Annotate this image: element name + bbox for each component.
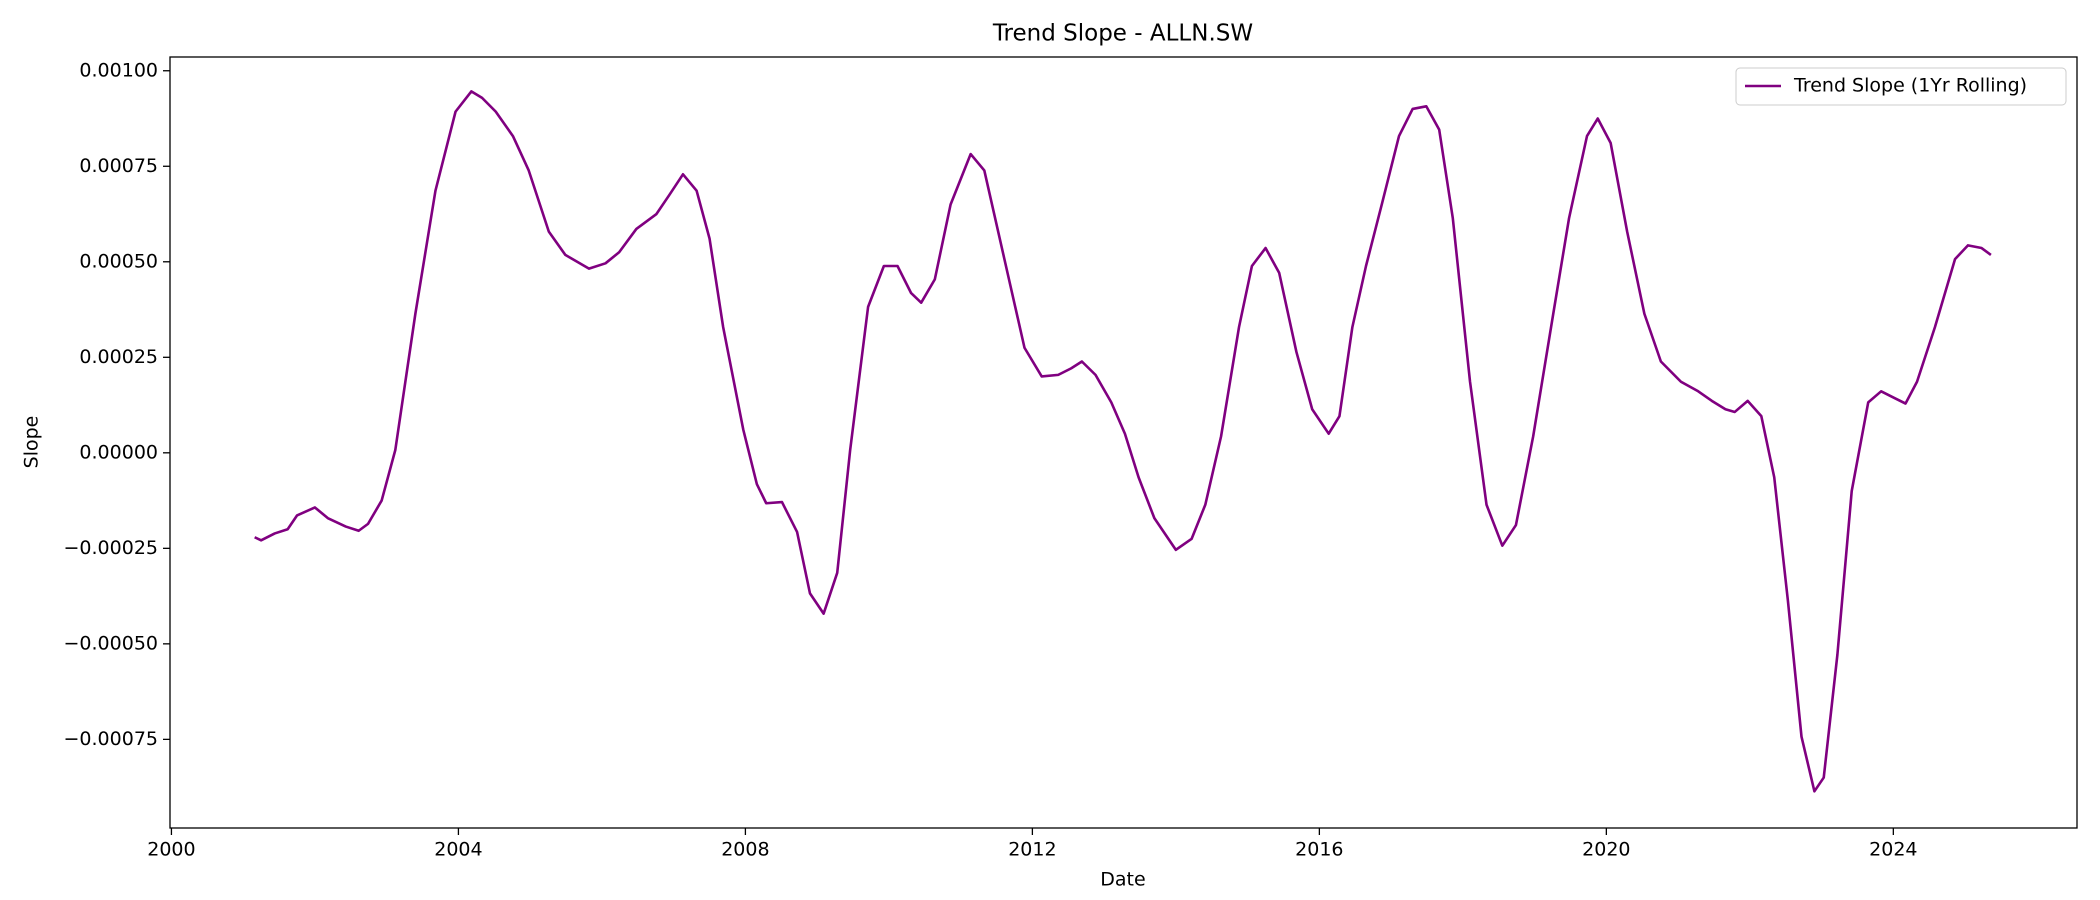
line-series	[254, 90, 1992, 793]
y-tick-label: 0.00000	[79, 441, 158, 463]
chart-title: Trend Slope - ALLN.SW	[992, 21, 1253, 47]
y-tick-label: −0.00075	[64, 728, 159, 750]
y-tick-label: 0.00025	[79, 346, 158, 368]
legend-label: Trend Slope (1Yr Rolling)	[1793, 75, 2027, 97]
x-axis-label: Date	[1100, 869, 1145, 891]
y-tick-label: 0.00100	[79, 59, 158, 81]
x-tick-label: 2020	[1582, 839, 1630, 861]
x-tick-label: 2008	[721, 839, 769, 861]
plot-frame	[169, 56, 2078, 829]
x-tick-label: 2012	[1008, 839, 1056, 861]
y-tick-label: −0.00025	[64, 537, 159, 559]
y-tick-label: 0.00050	[79, 250, 158, 272]
y-axis-label: Slope	[21, 416, 43, 469]
x-tick-label: 2004	[434, 839, 482, 861]
x-tick-label: 2024	[1869, 839, 1917, 861]
y-tick-label: 0.00075	[79, 155, 158, 177]
x-tick-label: 2016	[1295, 839, 1343, 861]
x-tick-label: 2000	[147, 839, 195, 861]
legend-box	[1735, 67, 2067, 106]
y-tick-label: −0.00050	[64, 632, 159, 654]
